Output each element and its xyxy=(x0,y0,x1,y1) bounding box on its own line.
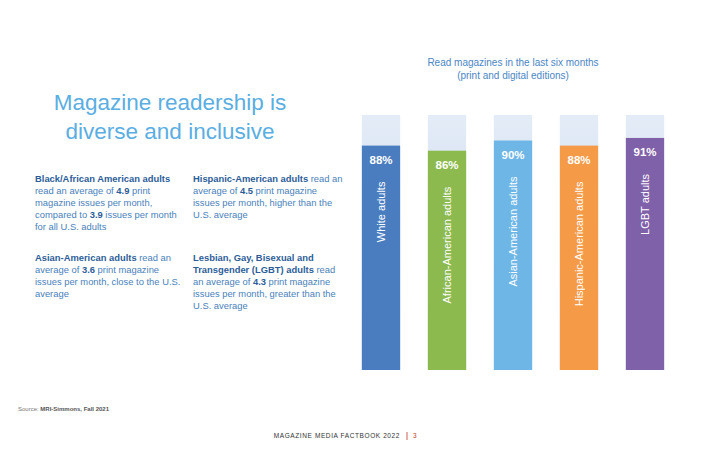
note: Asian-American adults read an average of… xyxy=(35,252,187,300)
bars xyxy=(362,115,664,370)
category-label: African-American adults xyxy=(441,186,453,303)
footer-separator xyxy=(407,432,408,440)
bar-background xyxy=(428,115,466,370)
data-label: 86% xyxy=(435,159,458,171)
data-label: 91% xyxy=(633,146,656,158)
note: Hispanic-American adults read an average… xyxy=(193,173,345,221)
note-text: read an average of xyxy=(35,185,116,196)
note-strong: 4.3 xyxy=(253,276,266,287)
bar xyxy=(560,146,598,370)
note: Lesbian, Gay, Bisexual and Transgender (… xyxy=(193,252,345,312)
footer-page: 3 xyxy=(413,432,417,439)
note-strong: 3.6 xyxy=(82,264,95,275)
category-label: Hispanic-American adults xyxy=(573,181,585,306)
note-strong: 4.9 xyxy=(116,185,129,196)
bar-background xyxy=(362,115,400,370)
bar xyxy=(494,141,532,371)
source-text: Source: xyxy=(18,406,40,412)
bar-background xyxy=(494,115,532,370)
chart-title: Read magazines in the last six months xyxy=(427,57,598,68)
heading-line: Magazine readership is xyxy=(20,88,320,117)
data-label: 90% xyxy=(501,149,524,161)
footer-text: MAGAZINE MEDIA FACTBOOK 2022 xyxy=(274,432,400,439)
heading: Magazine readership isdiverse and inclus… xyxy=(20,88,320,146)
category-label: Asian-American adults xyxy=(507,176,519,287)
note-strong: Asian-American adults xyxy=(35,252,137,263)
bar xyxy=(362,146,400,370)
note-strong: Lesbian, Gay, Bisexual and Transgender (… xyxy=(193,252,314,275)
data-label: 88% xyxy=(369,154,392,166)
data-label: 88% xyxy=(567,154,590,166)
source: Source: MRI-Simmons, Fall 2021 xyxy=(18,406,109,412)
source-strong: MRI-Simmons, Fall 2021 xyxy=(40,406,109,412)
category-label: White adults xyxy=(375,181,387,242)
bar-texts: 88% 86% 90% 88% 91% White adults African-Ameri… xyxy=(369,146,656,306)
heading-line: diverse and inclusive xyxy=(20,117,320,146)
bar xyxy=(626,138,664,370)
note-strong: Black/African American adults xyxy=(35,173,170,184)
chart-subtitle: (print and digital editions) xyxy=(457,70,569,81)
footer: MAGAZINE MEDIA FACTBOOK 2022 3 xyxy=(274,432,417,440)
chart-svg: Read magazines in the last six months (pr… xyxy=(0,0,720,451)
note-strong: Hispanic-American adults xyxy=(193,173,308,184)
bar-background xyxy=(626,115,664,370)
note: Black/African American adults read an av… xyxy=(35,173,187,233)
bar xyxy=(428,151,466,370)
category-label: LGBT adults xyxy=(639,173,651,234)
note-strong: 4.5 xyxy=(240,185,253,196)
note-strong: 3.9 xyxy=(90,209,103,220)
bar-background xyxy=(560,115,598,370)
